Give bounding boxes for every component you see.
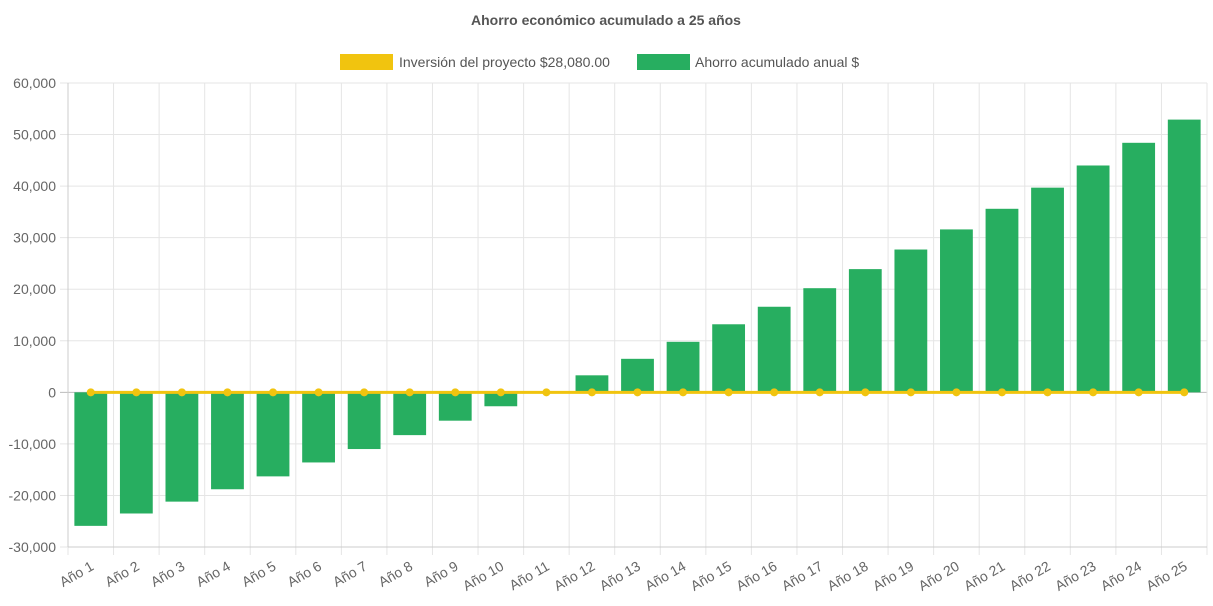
x-tick-label: Año 10 bbox=[460, 558, 507, 594]
x-tick-label: Año 15 bbox=[688, 558, 735, 594]
line-series bbox=[86, 388, 1189, 397]
bar[interactable] bbox=[803, 288, 837, 393]
line-point[interactable] bbox=[223, 388, 232, 397]
x-tick-label: Año 5 bbox=[239, 558, 279, 590]
line-point[interactable] bbox=[906, 388, 915, 397]
line-point[interactable] bbox=[815, 388, 824, 397]
bar[interactable] bbox=[119, 392, 153, 514]
bar[interactable] bbox=[985, 208, 1019, 393]
x-tick-label: Año 3 bbox=[148, 558, 188, 590]
legend-item-inversion-swatch[interactable] bbox=[340, 54, 393, 70]
y-tick-label: 10,000 bbox=[13, 333, 56, 349]
x-tick-label: Año 23 bbox=[1052, 558, 1099, 594]
line-point[interactable] bbox=[86, 388, 95, 397]
line-point[interactable] bbox=[724, 388, 733, 397]
y-tick-label: 20,000 bbox=[13, 281, 56, 297]
line-point[interactable] bbox=[542, 388, 551, 397]
y-tick-label: 50,000 bbox=[13, 127, 56, 143]
x-tick-label: Año 14 bbox=[642, 558, 689, 594]
bar[interactable] bbox=[894, 249, 928, 393]
bar[interactable] bbox=[575, 375, 609, 393]
bar[interactable] bbox=[1076, 165, 1110, 393]
bar[interactable] bbox=[165, 392, 199, 502]
line-point[interactable] bbox=[770, 388, 779, 397]
x-tick-label: Año 13 bbox=[597, 558, 644, 594]
chart-title: Ahorro económico acumulado a 25 años bbox=[471, 12, 741, 28]
bar[interactable] bbox=[1167, 119, 1201, 393]
line-point[interactable] bbox=[997, 388, 1006, 397]
line-point[interactable] bbox=[1180, 388, 1189, 397]
bar[interactable] bbox=[484, 392, 518, 407]
line-point[interactable] bbox=[405, 388, 414, 397]
line-point[interactable] bbox=[451, 388, 460, 397]
grid bbox=[60, 82, 1208, 555]
line-point[interactable] bbox=[679, 388, 688, 397]
y-tick-label: 30,000 bbox=[13, 230, 56, 246]
bar[interactable] bbox=[848, 269, 882, 393]
legend-item-ahorro-swatch[interactable] bbox=[637, 54, 690, 70]
line-point[interactable] bbox=[360, 388, 369, 397]
bar[interactable] bbox=[666, 341, 700, 393]
legend: Inversión del proyecto $28,080.00 Ahorro … bbox=[340, 54, 859, 70]
bar[interactable] bbox=[74, 392, 108, 526]
x-tick-label: Año 2 bbox=[102, 558, 142, 590]
line-point[interactable] bbox=[1134, 388, 1143, 397]
line-point[interactable] bbox=[314, 388, 323, 397]
line-point[interactable] bbox=[633, 388, 642, 397]
x-tick-label: Año 8 bbox=[376, 558, 416, 590]
x-tick-label: Año 18 bbox=[824, 558, 871, 594]
bar[interactable] bbox=[302, 392, 335, 463]
line-point[interactable] bbox=[1043, 388, 1052, 397]
x-tick-label: Año 21 bbox=[961, 558, 1008, 594]
x-tick-label: Año 22 bbox=[1007, 558, 1054, 594]
line-point[interactable] bbox=[861, 388, 870, 397]
x-tick-label: Año 19 bbox=[870, 558, 917, 594]
y-tick-label: 60,000 bbox=[13, 75, 56, 91]
y-tick-label: 0 bbox=[48, 384, 56, 400]
bar[interactable] bbox=[712, 324, 746, 393]
x-tick-label: Año 25 bbox=[1143, 558, 1190, 594]
y-tick-label: -20,000 bbox=[9, 487, 57, 503]
y-tick-label: 40,000 bbox=[13, 178, 56, 194]
x-tick-label: Año 7 bbox=[330, 558, 370, 590]
x-tick-label: Año 1 bbox=[57, 558, 97, 590]
y-tick-label: -30,000 bbox=[9, 539, 57, 555]
bar[interactable] bbox=[1122, 142, 1156, 393]
x-tick-label: Año 24 bbox=[1098, 558, 1145, 594]
bar[interactable] bbox=[940, 229, 973, 393]
line-point[interactable] bbox=[132, 388, 141, 397]
bar[interactable] bbox=[757, 306, 791, 393]
y-tick-label: -10,000 bbox=[9, 436, 57, 452]
line-point[interactable] bbox=[1089, 388, 1098, 397]
bar[interactable] bbox=[438, 392, 472, 421]
legend-item-ahorro-label[interactable]: Ahorro acumulado anual $ bbox=[695, 54, 859, 70]
line-point[interactable] bbox=[177, 388, 186, 397]
line-point[interactable] bbox=[496, 388, 505, 397]
x-tick-label: Año 9 bbox=[421, 558, 461, 590]
bar[interactable] bbox=[211, 392, 244, 490]
x-axis: Año 1 Año 2 Año 3 Año 4 Año 5 Año 6 Año 7 Año 8… bbox=[57, 558, 1190, 594]
x-tick-label: Año 4 bbox=[193, 558, 233, 590]
bar[interactable] bbox=[347, 392, 381, 450]
bar-series bbox=[74, 119, 1201, 526]
y-axis: -30,000 -20,000 -10,000 0 10,000 20,000 30,000… bbox=[9, 75, 57, 555]
line-point[interactable] bbox=[952, 388, 961, 397]
x-tick-label: Año 11 bbox=[506, 558, 552, 594]
bar[interactable] bbox=[621, 358, 654, 393]
line-point[interactable] bbox=[587, 388, 596, 397]
x-tick-label: Año 20 bbox=[915, 558, 962, 594]
legend-item-inversion-label[interactable]: Inversión del proyecto $28,080.00 bbox=[399, 54, 610, 70]
line-point[interactable] bbox=[269, 388, 278, 397]
bar[interactable] bbox=[1031, 187, 1064, 393]
x-tick-label: Año 17 bbox=[779, 558, 826, 594]
x-tick-label: Año 16 bbox=[733, 558, 780, 594]
bar[interactable] bbox=[393, 392, 427, 436]
x-tick-label: Año 6 bbox=[284, 558, 324, 590]
bar[interactable] bbox=[256, 392, 290, 477]
x-tick-label: Año 12 bbox=[551, 558, 598, 594]
